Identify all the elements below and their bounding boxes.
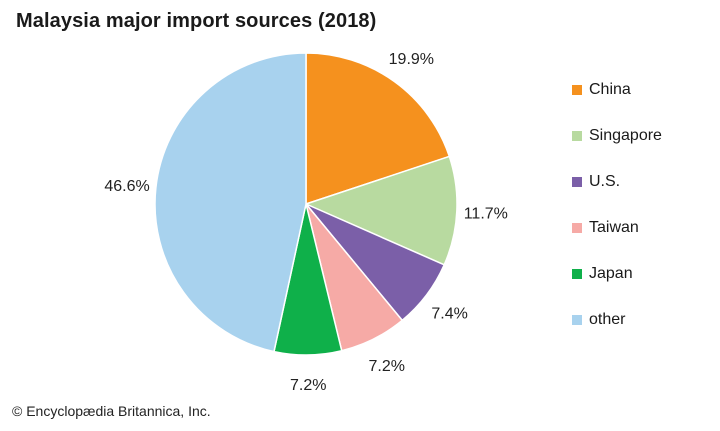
legend-item: Japan [572,262,662,285]
legend-item: Singapore [572,124,662,147]
legend-label: Taiwan [589,218,639,236]
pie-slice-other [154,52,307,353]
legend-swatch [572,268,582,279]
pie-slice-singapore [303,155,458,266]
legend-label: China [589,80,631,98]
pie-labels: 19.9% 11.7% 7.4% 7.2% 7.2% 46.6% [104,51,508,394]
legend-item: U.S. [572,170,662,193]
legend-label: Singapore [589,126,662,144]
legend-item: Taiwan [572,216,662,239]
legend-swatch [572,84,582,95]
legend-item: China [572,78,662,101]
legend-label: Japan [589,264,633,282]
slice-label-singapore: 11.7% [464,205,508,222]
legend-swatch [572,314,582,325]
legend-swatch [572,130,582,141]
slice-label-taiwan: 7.2% [368,358,404,375]
copyright-footer: © Encyclopædia Britannica, Inc. [12,403,211,419]
chart-title: Malaysia major import sources (2018) [16,10,377,32]
legend-label: U.S. [589,172,621,190]
slice-label-u-s: 7.4% [431,306,467,323]
pie-slice-china [305,52,451,206]
slice-label-other: 46.6% [104,178,149,195]
legend-item: other [572,308,662,331]
slice-label-china: 19.9% [389,51,434,68]
legend-swatch [572,176,582,187]
legend: China Singapore U.S. Taiwan Japan other [572,78,662,354]
legend-label: other [589,310,626,328]
pie-slices [154,52,458,356]
legend-swatch [572,222,582,233]
slice-label-japan: 7.2% [290,377,326,394]
